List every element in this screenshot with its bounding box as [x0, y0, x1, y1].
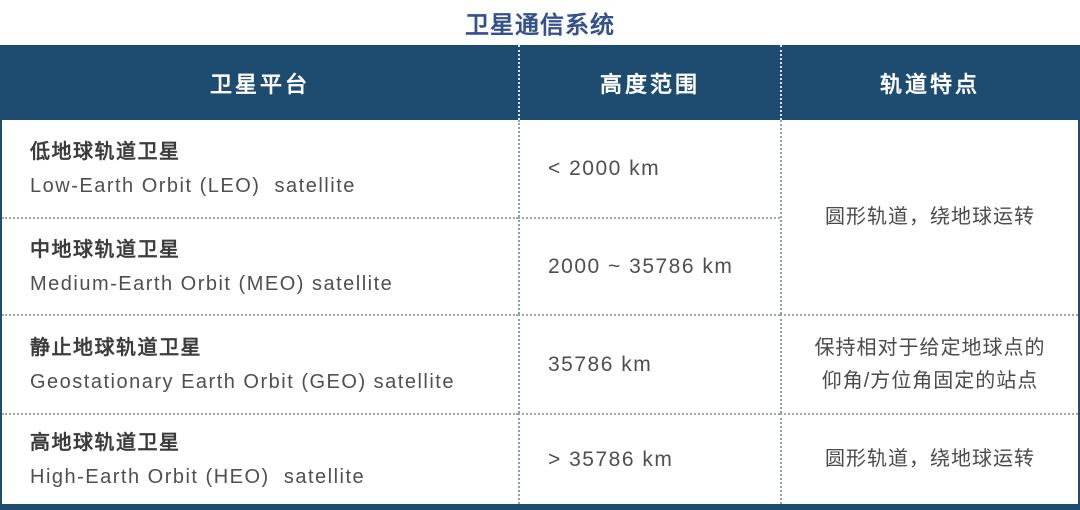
geo-name-cn: 静止地球轨道卫星 [30, 336, 202, 359]
geo-altitude-value: 35786 km [548, 352, 653, 376]
page-title: 卫星通信系统 [465, 12, 615, 39]
meo-altitude-value: 2000 ~ 35786 km [548, 254, 734, 278]
satellite-platforms-table: 卫星平台 高度范围 轨道特点 低地球轨道卫星 Low-Earth Orbit (… [0, 45, 1080, 510]
column-header-platform-label: 卫星平台 [209, 71, 310, 97]
geo-orbit-line-2: 仰角/方位角固定的站点 [821, 369, 1039, 392]
meo-altitude-cell: 2000 ~ 35786 km [518, 217, 780, 314]
geo-name-en: Geostationary Earth Orbit (GEO) satellit… [30, 370, 455, 393]
column-header-altitude-label: 高度范围 [599, 71, 700, 97]
heo-altitude-value: > 35786 km [548, 447, 674, 471]
heo-altitude-cell: > 35786 km [518, 413, 780, 504]
geo-orbit-cell: 保持相对于给定地球点的 仰角/方位角固定的站点 [780, 314, 1078, 413]
leo-altitude-value: < 2000 km [548, 156, 661, 180]
page-title-bar: 卫星通信系统 [0, 0, 1080, 45]
column-header-altitude: 高度范围 [518, 45, 780, 120]
leo-altitude-cell: < 2000 km [518, 120, 780, 217]
table-row-geo-platform-cell: 静止地球轨道卫星 Geostationary Earth Orbit (GEO)… [2, 314, 518, 413]
leo-meo-orbit-merged-cell: 圆形轨道，绕地球运转 [780, 120, 1078, 314]
heo-orbit-cell: 圆形轨道，绕地球运转 [780, 413, 1078, 504]
leo-name-en: Low-Earth Orbit (LEO) satellite [30, 174, 356, 197]
table-row-heo-platform-cell: 高地球轨道卫星 High-Earth Orbit (HEO) satellite [2, 413, 518, 504]
heo-name-cn: 高地球轨道卫星 [30, 431, 181, 454]
heo-name-en: High-Earth Orbit (HEO) satellite [30, 465, 366, 488]
leo-meo-orbit-value: 圆形轨道，绕地球运转 [825, 205, 1035, 228]
geo-altitude-cell: 35786 km [518, 314, 780, 413]
column-header-platform: 卫星平台 [2, 45, 518, 120]
table-row-leo-platform-cell: 低地球轨道卫星 Low-Earth Orbit (LEO) satellite [2, 120, 518, 217]
table-row-meo-platform-cell: 中地球轨道卫星 Medium-Earth Orbit (MEO) satelli… [2, 217, 518, 314]
heo-orbit-value: 圆形轨道，绕地球运转 [825, 448, 1035, 470]
meo-name-cn: 中地球轨道卫星 [30, 238, 181, 261]
column-header-orbit: 轨道特点 [780, 45, 1078, 120]
geo-orbit-line-1: 保持相对于给定地球点的 [814, 336, 1046, 359]
column-header-orbit-label: 轨道特点 [879, 71, 980, 97]
meo-name-en: Medium-Earth Orbit (MEO) satellite [30, 272, 394, 295]
leo-name-cn: 低地球轨道卫星 [30, 140, 181, 163]
